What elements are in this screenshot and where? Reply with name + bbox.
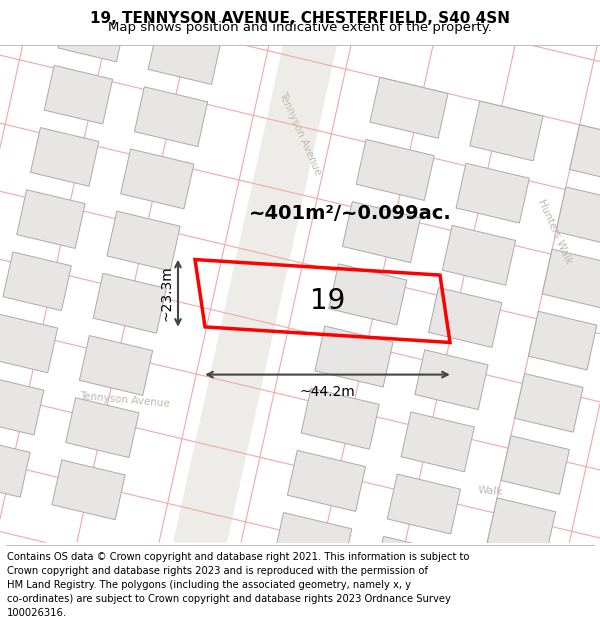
Polygon shape	[473, 560, 542, 619]
Polygon shape	[148, 24, 221, 84]
Polygon shape	[315, 326, 393, 387]
Polygon shape	[173, 45, 337, 542]
Text: ~401m²/~0.099ac.: ~401m²/~0.099ac.	[248, 204, 451, 223]
Polygon shape	[442, 226, 515, 285]
Polygon shape	[329, 264, 407, 325]
Text: Walk: Walk	[477, 484, 503, 497]
Polygon shape	[121, 149, 194, 209]
Polygon shape	[356, 139, 434, 201]
Text: 19: 19	[310, 287, 345, 315]
Polygon shape	[0, 439, 30, 497]
Polygon shape	[301, 388, 379, 449]
Polygon shape	[374, 536, 447, 596]
Text: Tennyson Avenue: Tennyson Avenue	[277, 89, 323, 176]
Text: Tennyson Avenue: Tennyson Avenue	[79, 391, 170, 408]
Polygon shape	[0, 376, 44, 435]
Polygon shape	[52, 460, 125, 520]
Polygon shape	[456, 163, 529, 223]
Text: Map shows position and indicative extent of the property.: Map shows position and indicative extent…	[108, 21, 492, 34]
Polygon shape	[556, 187, 600, 246]
Polygon shape	[65, 398, 139, 458]
Polygon shape	[415, 350, 488, 409]
Polygon shape	[79, 336, 152, 396]
Polygon shape	[470, 101, 543, 161]
Polygon shape	[428, 288, 502, 348]
Polygon shape	[570, 125, 600, 183]
Polygon shape	[58, 3, 127, 62]
Polygon shape	[17, 190, 85, 248]
Polygon shape	[134, 87, 208, 147]
Polygon shape	[287, 451, 365, 511]
Polygon shape	[44, 66, 113, 124]
Polygon shape	[542, 249, 600, 308]
Polygon shape	[274, 512, 352, 574]
Polygon shape	[107, 211, 180, 271]
Polygon shape	[487, 498, 556, 556]
Polygon shape	[370, 78, 448, 138]
Polygon shape	[93, 273, 166, 333]
Text: ~23.3m: ~23.3m	[159, 266, 173, 321]
Text: Contains OS data © Crown copyright and database right 2021. This information is : Contains OS data © Crown copyright and d…	[7, 552, 470, 618]
Text: ~44.2m: ~44.2m	[299, 385, 355, 399]
Polygon shape	[0, 314, 58, 372]
Polygon shape	[388, 474, 461, 534]
Polygon shape	[401, 412, 475, 472]
Polygon shape	[529, 311, 597, 370]
Polygon shape	[343, 202, 421, 262]
Polygon shape	[31, 127, 99, 186]
Polygon shape	[515, 374, 583, 432]
Text: 19, TENNYSON AVENUE, CHESTERFIELD, S40 4SN: 19, TENNYSON AVENUE, CHESTERFIELD, S40 4…	[90, 11, 510, 26]
Polygon shape	[501, 436, 569, 494]
Polygon shape	[3, 252, 71, 311]
Text: Hunters Walk: Hunters Walk	[536, 198, 574, 266]
